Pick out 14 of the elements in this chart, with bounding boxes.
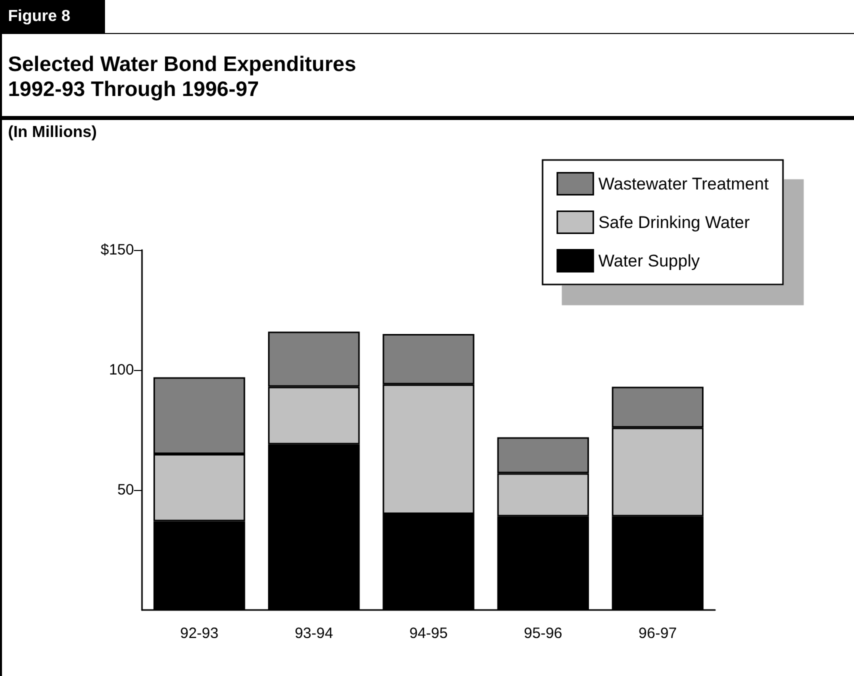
- y-tick-label: 50: [117, 482, 134, 498]
- text: (In Millions): [8, 124, 97, 142]
- legend-label: Wastewater Treatment: [598, 174, 769, 194]
- chart-title: Selected Water Bond Expenditures 1992-93 Through 1996-97: [8, 52, 356, 102]
- x-tick-label: 96-97: [638, 625, 677, 642]
- legend-label: Safe Drinking Water: [598, 212, 750, 232]
- y-tick-label: $150: [100, 242, 134, 258]
- x-tick-label: 92-93: [180, 625, 218, 642]
- y-tick-label: 100: [108, 362, 134, 378]
- caption: Figure 8: [0, 0, 105, 33]
- x-tick-label: 94-95: [409, 625, 448, 642]
- x-tick-label: 93-94: [294, 625, 334, 642]
- x-tick-label: 95-96: [524, 625, 562, 642]
- legend-label: Water Supply: [598, 251, 700, 270]
